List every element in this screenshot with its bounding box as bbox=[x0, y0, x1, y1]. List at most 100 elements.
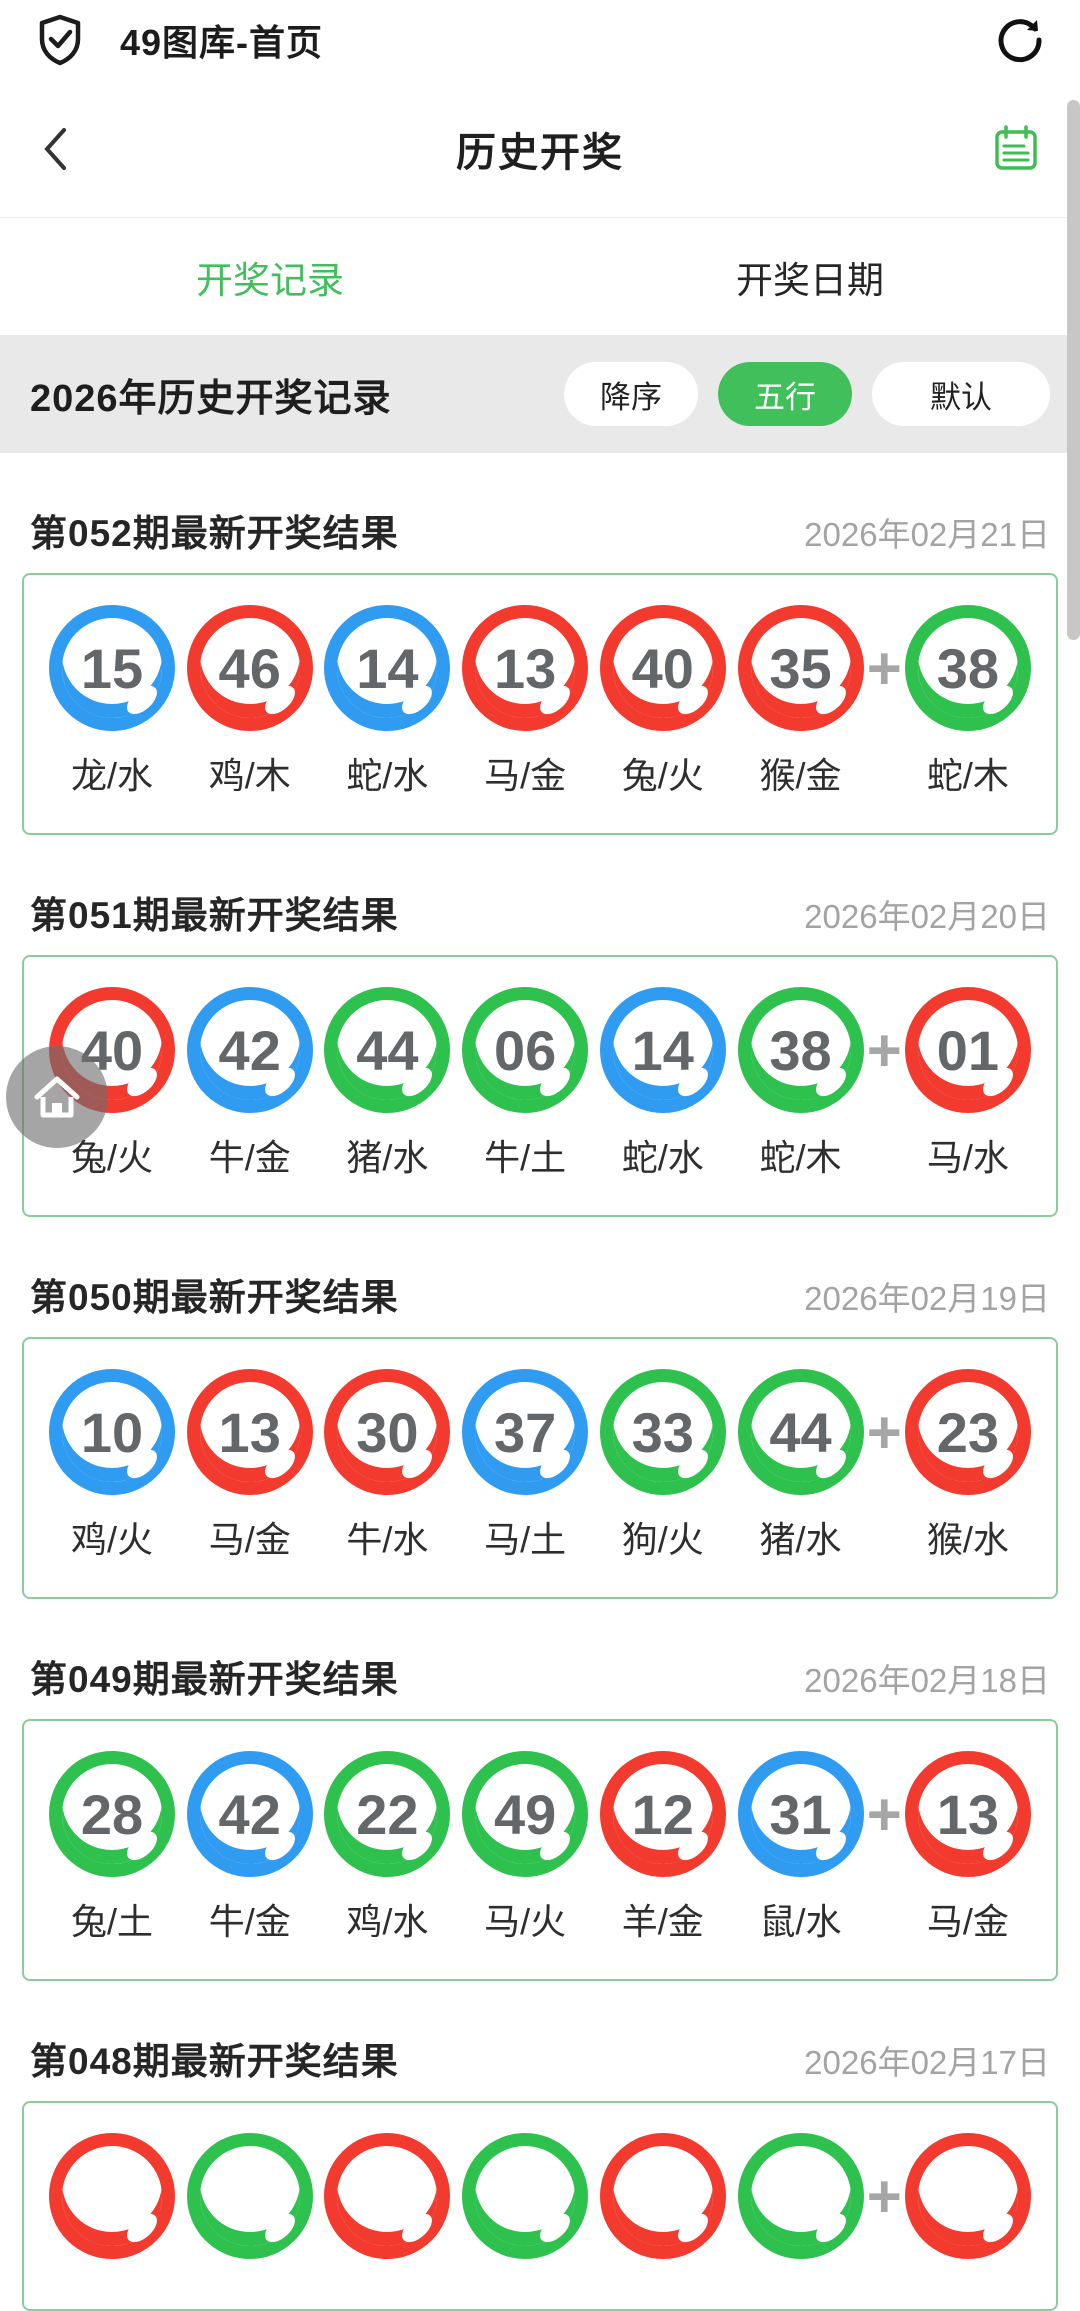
ball-number: 38 bbox=[769, 1018, 832, 1082]
ball-number: 28 bbox=[80, 1782, 144, 1846]
ball-cell: 14 蛇/水 bbox=[599, 987, 727, 1181]
plus-separator: + bbox=[866, 634, 902, 702]
lottery-ball-red: 23 bbox=[904, 1369, 1031, 1495]
nav-title: 历史开奖 bbox=[456, 130, 624, 175]
default-button[interactable]: 默认 bbox=[872, 362, 1050, 426]
lottery-ball-red: 35 bbox=[737, 605, 864, 731]
page-title: 49图库-首页 bbox=[120, 22, 324, 63]
ball-number: 44 bbox=[356, 1018, 419, 1082]
sort-desc-button[interactable]: 降序 bbox=[564, 362, 698, 426]
card-title: 第048期最新开奖结果 bbox=[30, 2041, 399, 2082]
results-list: 第052期最新开奖结果 2026年02月21日 15 龙/水 46 鸡/木 14 蛇/水 13 马… bbox=[0, 503, 1080, 2311]
ball-cell bbox=[323, 2133, 451, 2275]
scrollbar[interactable] bbox=[1067, 100, 1080, 640]
ball-number: 35 bbox=[769, 636, 832, 700]
ball-zodiac-label: 蛇/水 bbox=[621, 1137, 704, 1178]
ball-cell: 49 马/火 bbox=[461, 1751, 589, 1945]
ball-number: 13 bbox=[936, 1782, 1000, 1846]
ball-number: 22 bbox=[356, 1782, 419, 1846]
tab-draw-dates[interactable]: 开奖日期 bbox=[736, 259, 884, 301]
lottery-ball-red bbox=[324, 2133, 451, 2259]
ball-zodiac-label: 牛/金 bbox=[208, 1901, 291, 1942]
card-date: 2026年02月18日 bbox=[804, 1662, 1050, 1699]
lottery-ball-green: 49 bbox=[462, 1751, 589, 1877]
card-header: 第050期最新开奖结果 2026年02月19日 bbox=[22, 1267, 1058, 1321]
ball-number: 23 bbox=[936, 1400, 1000, 1464]
filter-bar: 2026年历史开奖记录 降序 五行 默认 bbox=[0, 335, 1080, 453]
ball-number: 37 bbox=[493, 1400, 557, 1464]
ball-zodiac-label: 牛/水 bbox=[346, 1519, 429, 1560]
ball-cell bbox=[461, 2133, 589, 2275]
ball-number: 30 bbox=[356, 1400, 419, 1464]
lottery-ball-green: 44 bbox=[737, 1369, 864, 1495]
result-card: 第051期最新开奖结果 2026年02月20日 40 兔/火 42 牛/金 44 猪/水 06 牛… bbox=[22, 885, 1058, 1217]
lottery-ball-red: 13 bbox=[904, 1751, 1031, 1877]
ball-zodiac-label: 猴/金 bbox=[759, 755, 842, 796]
card-header: 第051期最新开奖结果 2026年02月20日 bbox=[22, 885, 1058, 939]
record-notes-icon[interactable] bbox=[992, 124, 1040, 174]
ball-cell: 13 马/金 bbox=[904, 1751, 1032, 1945]
ball-cell: 06 牛/土 bbox=[461, 987, 589, 1181]
plus-separator: + bbox=[866, 1016, 902, 1084]
lottery-ball-blue: 15 bbox=[49, 605, 175, 731]
ball-zodiac-label: 马/水 bbox=[926, 1137, 1009, 1178]
ball-zodiac-label: 马/土 bbox=[484, 1519, 567, 1560]
refresh-icon[interactable] bbox=[994, 14, 1046, 66]
ball-row: 10 鸡/火 13 马/金 30 牛/水 37 马/土 33 狗/火 44 猪/水 +23 猴/水 bbox=[48, 1369, 1032, 1563]
ball-cell: 35 猴/金 bbox=[737, 605, 865, 799]
ball-number: 42 bbox=[218, 1018, 281, 1082]
ball-row: + bbox=[48, 2133, 1032, 2275]
ball-cell: 30 牛/水 bbox=[323, 1369, 451, 1563]
filter-actions: 降序 五行 默认 bbox=[564, 362, 1050, 426]
ball-zodiac-label: 兔/土 bbox=[70, 1901, 153, 1942]
lottery-ball-blue: 42 bbox=[186, 1751, 313, 1877]
ball-number: 06 bbox=[493, 1018, 557, 1082]
lottery-ball-green: 06 bbox=[462, 987, 589, 1113]
lottery-ball-blue: 42 bbox=[186, 987, 313, 1113]
ball-cell: 22 鸡/水 bbox=[323, 1751, 451, 1945]
ball-zodiac-label: 蛇/水 bbox=[346, 755, 429, 796]
ball-cell: 15 龙/水 bbox=[48, 605, 176, 799]
ball-zodiac-label: 马/金 bbox=[208, 1519, 291, 1560]
ball-cell: 01 马/水 bbox=[904, 987, 1032, 1181]
ball-number: 38 bbox=[936, 636, 1000, 700]
lottery-ball-green bbox=[462, 2133, 589, 2259]
card-header: 第049期最新开奖结果 2026年02月18日 bbox=[22, 1649, 1058, 1703]
ball-cell: 14 蛇/水 bbox=[323, 605, 451, 799]
lottery-ball-green bbox=[186, 2133, 313, 2259]
tab-bar: 开奖记录 开奖日期 bbox=[0, 218, 1080, 335]
lottery-ball-blue: 14 bbox=[599, 987, 726, 1113]
lottery-ball-red bbox=[904, 2133, 1031, 2259]
ball-cell: 33 狗/火 bbox=[599, 1369, 727, 1563]
result-card: 第048期最新开奖结果 2026年02月17日 + bbox=[22, 2031, 1058, 2311]
ball-number: 10 bbox=[80, 1400, 144, 1464]
lottery-ball-red: 40 bbox=[599, 605, 726, 731]
ball-zodiac-label: 龙/水 bbox=[70, 755, 153, 796]
ball-zodiac-label: 鸡/火 bbox=[70, 1519, 153, 1560]
wuxing-button[interactable]: 五行 bbox=[718, 362, 852, 426]
nav-header: 历史开奖 bbox=[0, 80, 1080, 218]
card-title: 第052期最新开奖结果 bbox=[30, 513, 399, 554]
tab-draw-records[interactable]: 开奖记录 bbox=[196, 259, 344, 301]
card-date: 2026年02月20日 bbox=[804, 898, 1050, 935]
back-icon[interactable] bbox=[40, 125, 70, 173]
ball-zodiac-label: 马/火 bbox=[484, 1901, 567, 1942]
ball-cell: 12 羊/金 bbox=[599, 1751, 727, 1945]
ball-cell bbox=[904, 2133, 1032, 2275]
lottery-ball-red: 12 bbox=[599, 1751, 726, 1877]
ball-number: 12 bbox=[631, 1782, 694, 1846]
home-icon bbox=[34, 1076, 80, 1118]
result-card: 第050期最新开奖结果 2026年02月19日 10 鸡/火 13 马/金 30 牛/水 37 马… bbox=[22, 1267, 1058, 1599]
lottery-ball-green: 44 bbox=[324, 987, 451, 1113]
shield-check-icon[interactable] bbox=[34, 13, 86, 67]
ball-zodiac-label: 猪/水 bbox=[759, 1519, 842, 1560]
lottery-ball-green: 22 bbox=[324, 1751, 451, 1877]
lottery-ball-blue: 37 bbox=[462, 1369, 589, 1495]
home-floating-button[interactable] bbox=[6, 1046, 108, 1148]
ball-number: 33 bbox=[631, 1400, 694, 1464]
ball-zodiac-label: 兔/火 bbox=[621, 755, 704, 796]
card-result-box: 15 龙/水 46 鸡/木 14 蛇/水 13 马/金 40 兔/火 35 猴/金 +38 蛇/木 bbox=[22, 573, 1058, 835]
lottery-ball-red bbox=[599, 2133, 726, 2259]
lottery-ball-red: 13 bbox=[186, 1369, 313, 1495]
lottery-ball-green: 33 bbox=[599, 1369, 726, 1495]
